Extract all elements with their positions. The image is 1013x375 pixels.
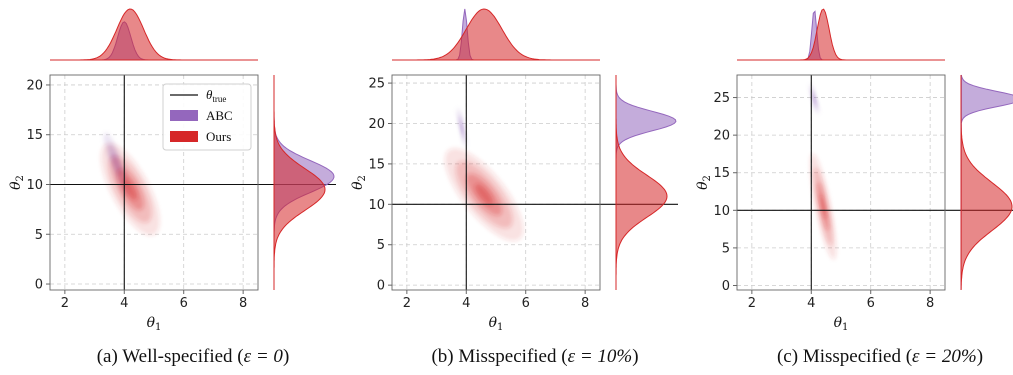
axes-frame <box>49 74 259 291</box>
legend-label: ABC <box>206 108 233 123</box>
panel-caption: (c) Misspecified (ε = 20%) <box>777 346 983 367</box>
y-tick-label: 10 <box>713 204 730 219</box>
x-axis-label: θ1 <box>147 315 162 333</box>
axes-frame <box>736 74 946 291</box>
x-tick-label: 2 <box>61 296 69 311</box>
y-axis-label: θ2 <box>8 175 26 190</box>
panel-caption: (a) Well-specified (ε = 0) <box>97 346 290 367</box>
y-axis-label: θ2 <box>695 175 713 190</box>
y-tick-label: 15 <box>713 166 730 181</box>
y-axis-label: θ2 <box>350 175 368 190</box>
x-tick-label: 2 <box>748 296 756 311</box>
kde-contours <box>444 108 524 241</box>
y-tick-label: 5 <box>377 238 385 253</box>
legend-swatch-ours <box>170 131 198 142</box>
ours-marginal-theta1 <box>737 8 945 61</box>
ours-marginal-theta2 <box>960 74 1013 291</box>
y-tick-label: 20 <box>26 78 43 93</box>
abc-kde-level-2 <box>460 120 464 135</box>
x-tick-label: 6 <box>867 296 875 311</box>
y-tick-label: 10 <box>26 178 43 193</box>
ours-kde-level-3 <box>475 184 494 206</box>
y-tick-label: 15 <box>26 128 43 143</box>
x-tick-label: 8 <box>926 296 934 311</box>
y-tick-label: 20 <box>368 117 385 132</box>
legend-label: Ours <box>206 129 231 144</box>
grid <box>737 75 945 290</box>
panel-c: 2 4 6 8 0 5 10 15 20 25 θ1 θ2 (c) Misspecified (ε = … <box>695 8 1013 367</box>
x-tick-label: 6 <box>522 296 530 311</box>
panel-b: 2 4 6 8 0 5 10 15 20 25 θ1 θ2 (b) Misspecified (ε = … <box>350 8 678 367</box>
kde-contours <box>100 132 160 236</box>
x-axis-label: θ1 <box>834 315 849 333</box>
panel-a: 2 4 6 8 0 5 10 15 20 θ1 θ2 (a) Well-specified (ε = … <box>8 8 336 367</box>
x-tick-label: 4 <box>462 296 470 311</box>
y-tick-label: 0 <box>722 279 730 294</box>
abc-kde-level-2 <box>812 93 816 105</box>
x-tick-label: 4 <box>807 296 815 311</box>
ours-kde-level-3 <box>820 194 827 219</box>
x-tick-label: 8 <box>581 296 589 311</box>
legend-swatch-abc <box>170 110 198 121</box>
ours-marginal-theta2 <box>273 75 326 290</box>
ours-marginal-theta1 <box>50 8 258 61</box>
axes-frame <box>391 74 601 291</box>
legend: θtrue ABC Ours <box>162 83 252 151</box>
x-tick-label: 6 <box>180 296 188 311</box>
y-tick-label: 25 <box>368 77 385 92</box>
y-tick-label: 10 <box>368 198 385 213</box>
panel-caption: (b) Misspecified (ε = 10%) <box>431 346 638 367</box>
x-tick-label: 8 <box>239 296 247 311</box>
y-tick-label: 20 <box>713 129 730 144</box>
abc-marginal-theta1 <box>737 10 945 61</box>
y-tick-label: 0 <box>35 278 43 293</box>
y-tick-label: 15 <box>368 157 385 172</box>
kde-contours <box>809 84 837 260</box>
x-tick-label: 4 <box>120 296 128 311</box>
legend-label: θtrue <box>206 87 226 104</box>
ours-marginal-theta1 <box>392 8 600 61</box>
ours-marginal-theta2 <box>615 75 668 290</box>
y-tick-label: 5 <box>35 228 43 243</box>
y-tick-label: 25 <box>713 91 730 106</box>
x-tick-label: 2 <box>403 296 411 311</box>
x-axis-label: θ1 <box>489 315 504 333</box>
y-tick-label: 0 <box>377 279 385 294</box>
y-tick-label: 5 <box>722 241 730 256</box>
